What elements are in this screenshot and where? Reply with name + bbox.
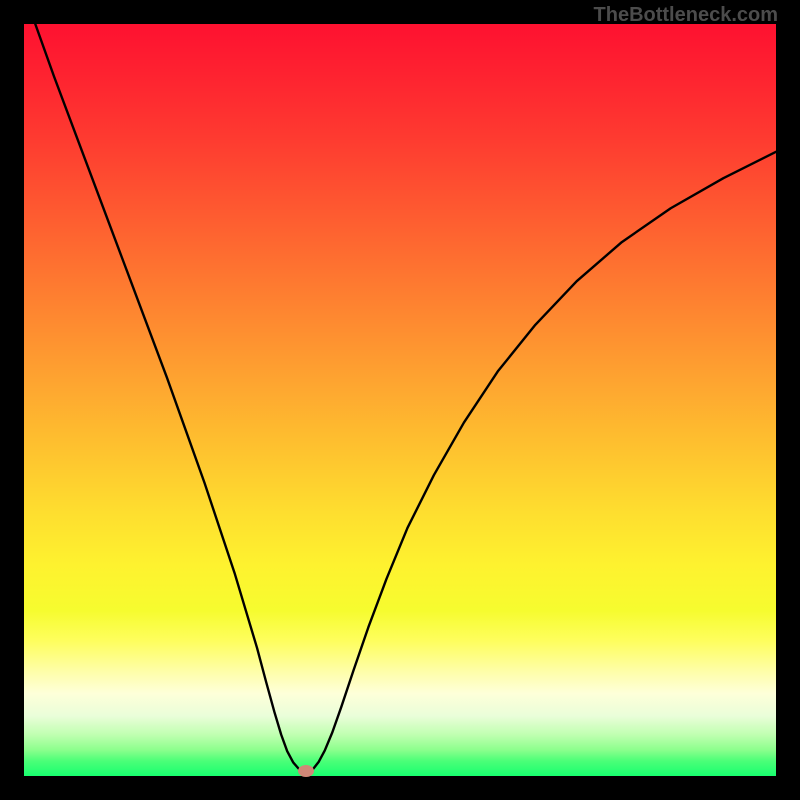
watermark-text: TheBottleneck.com bbox=[594, 4, 778, 27]
chart-curve-layer bbox=[24, 24, 776, 776]
optimum-marker bbox=[298, 765, 314, 777]
chart-plot-area bbox=[24, 24, 776, 776]
bottleneck-curve bbox=[35, 24, 776, 771]
